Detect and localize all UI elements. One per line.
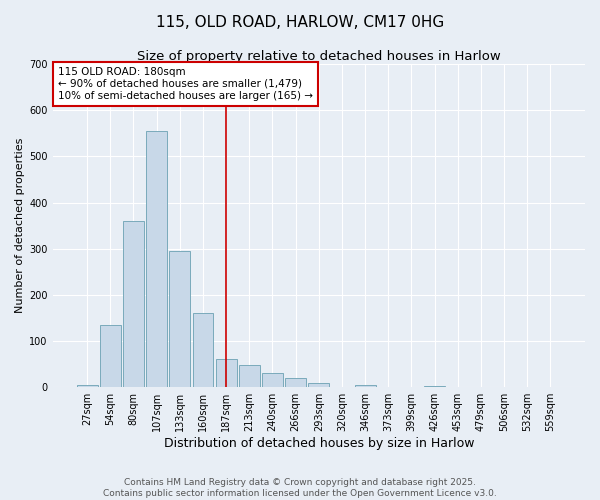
Bar: [285, 378, 306, 387]
Bar: [100, 325, 121, 387]
Text: 115, OLD ROAD, HARLOW, CM17 0HG: 115, OLD ROAD, HARLOW, CM17 0HG: [156, 15, 444, 30]
Bar: [169, 251, 190, 387]
Bar: [193, 314, 214, 387]
Bar: [146, 131, 167, 387]
X-axis label: Distribution of detached houses by size in Harlow: Distribution of detached houses by size …: [164, 437, 474, 450]
Title: Size of property relative to detached houses in Harlow: Size of property relative to detached ho…: [137, 50, 500, 63]
Text: 115 OLD ROAD: 180sqm
← 90% of detached houses are smaller (1,479)
10% of semi-de: 115 OLD ROAD: 180sqm ← 90% of detached h…: [58, 68, 313, 100]
Bar: [308, 382, 329, 387]
Bar: [215, 358, 236, 387]
Bar: [239, 365, 260, 387]
Text: Contains HM Land Registry data © Crown copyright and database right 2025.
Contai: Contains HM Land Registry data © Crown c…: [103, 478, 497, 498]
Bar: [77, 385, 98, 387]
Bar: [262, 374, 283, 387]
Y-axis label: Number of detached properties: Number of detached properties: [15, 138, 25, 314]
Bar: [355, 385, 376, 387]
Bar: [123, 221, 144, 387]
Bar: [424, 386, 445, 387]
